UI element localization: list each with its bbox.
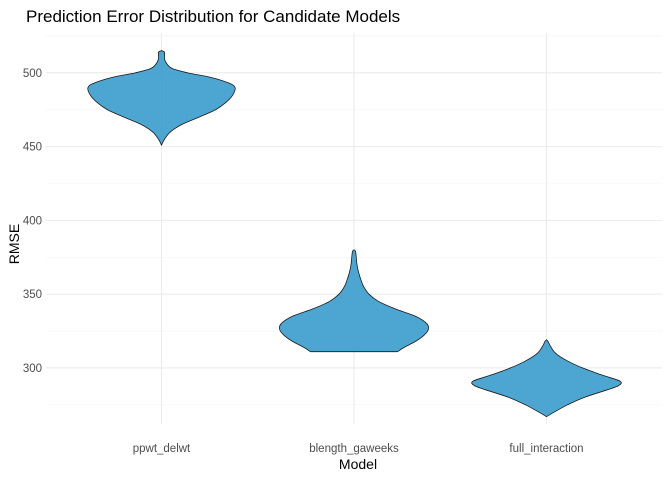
x-tick-label: full_interaction (509, 443, 583, 455)
x-axis-title: Model (339, 456, 377, 472)
y-tick-label: 350 (23, 289, 42, 301)
violin-group (87, 50, 622, 418)
y-tick-label: 500 (23, 68, 42, 80)
y-axis-ticks: 300 350 400 450 500 (23, 68, 42, 375)
y-axis-title: RMSE (6, 224, 22, 264)
y-tick-label: 450 (23, 142, 42, 154)
violin-full_interaction (471, 339, 622, 418)
y-tick-label: 300 (23, 363, 42, 375)
violin-ppwt_delwt (87, 50, 236, 147)
violin-blength_gaweeks (278, 249, 430, 353)
x-tick-label: blength_gaweeks (309, 443, 399, 455)
y-tick-label: 400 (23, 215, 42, 227)
chart-title: Prediction Error Distribution for Candid… (26, 7, 400, 26)
x-axis-ticks: ppwt_delwt blength_gaweeks full_interactio… (133, 443, 584, 455)
x-tick-label: ppwt_delwt (133, 443, 191, 455)
